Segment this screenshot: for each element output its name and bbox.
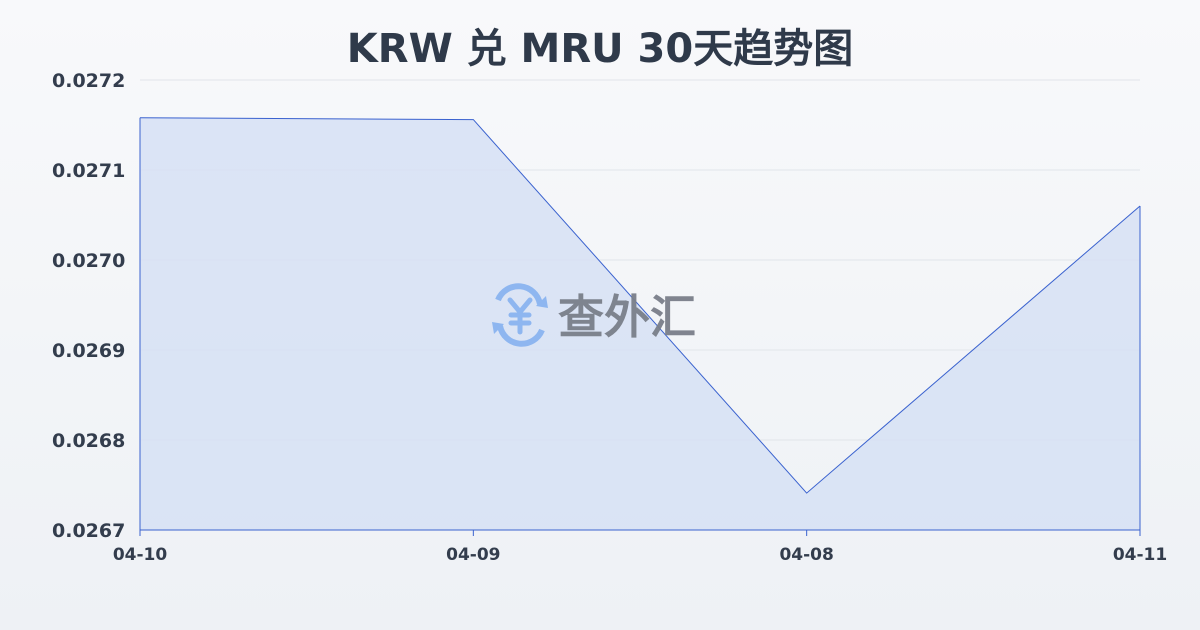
area-fill bbox=[140, 117, 1140, 531]
y-tick-label: 0.0269 bbox=[52, 340, 125, 362]
x-tick-label: 04-11 bbox=[1113, 545, 1167, 565]
y-tick-label: 0.0271 bbox=[52, 160, 125, 182]
y-tick-label: 0.0272 bbox=[52, 70, 125, 92]
yen-exchange-icon bbox=[492, 283, 548, 347]
y-tick-label: 0.0268 bbox=[52, 430, 125, 452]
chart-title: KRW 兑 MRU 30天趋势图 bbox=[346, 26, 854, 72]
x-tick-label: 04-08 bbox=[779, 545, 833, 565]
x-tick-label: 04-10 bbox=[113, 545, 168, 565]
series-line bbox=[139, 117, 1141, 494]
x-tick-label: 04-09 bbox=[446, 545, 500, 565]
y-tick-label: 0.0267 bbox=[52, 520, 125, 542]
watermark: 查外汇 bbox=[492, 283, 696, 347]
watermark-text: 查外汇 bbox=[558, 290, 696, 344]
y-tick-label: 0.0270 bbox=[52, 250, 125, 272]
